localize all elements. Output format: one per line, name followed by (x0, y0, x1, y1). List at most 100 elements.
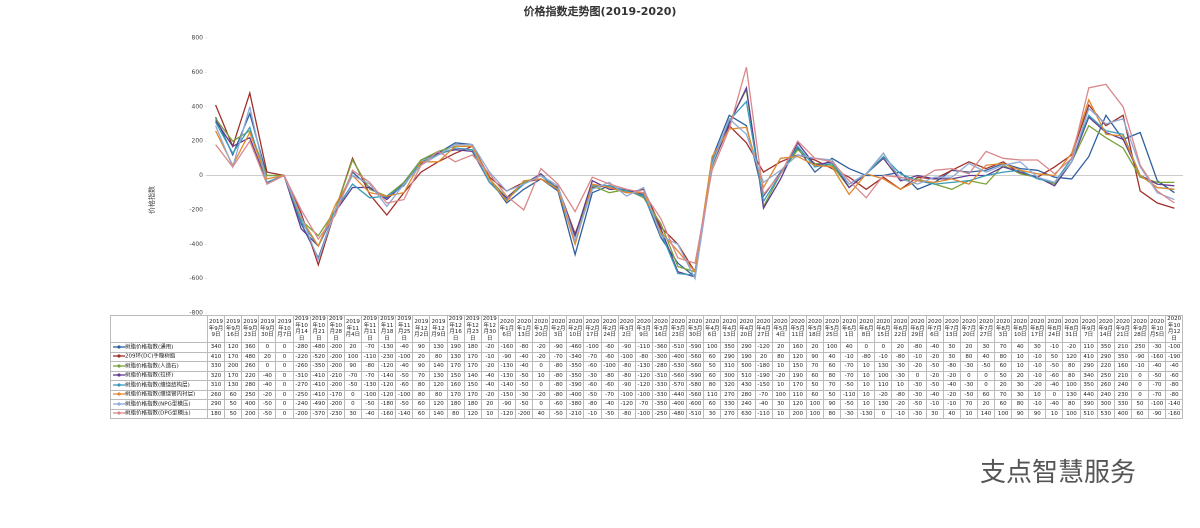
category-label: 2020年7月27日 (976, 315, 996, 343)
table-value: -60 (1045, 370, 1064, 381)
table-value: 50 (1130, 399, 1150, 410)
category-label: 2020年7月20日 (959, 315, 978, 343)
table-value: -20 (532, 342, 551, 353)
category-label: 2019年10月28日 (326, 315, 345, 343)
table-value: -90 (497, 399, 516, 410)
table-value: -200 (326, 399, 345, 410)
category-label: 2020年8月10日 (1011, 315, 1030, 343)
table-value: -370 (309, 408, 328, 419)
legend-label: 树脂价格指数(DPG型模压) (125, 410, 191, 417)
table-value: 300 (720, 370, 739, 381)
table-value: 0 (275, 389, 294, 400)
category-label: 2020年1月6日 (497, 315, 516, 343)
y-tick-label: 800 (192, 35, 204, 42)
table-value: -70 (1148, 380, 1167, 391)
table-value: 20 (480, 399, 499, 410)
table-value: 30 (942, 342, 961, 353)
category-label: 2020年9月28日 (1130, 315, 1150, 343)
table-value: 120 (463, 408, 482, 419)
legend-cell: 树脂价格指数(通用) (110, 342, 208, 353)
table-value: -270 (292, 380, 311, 391)
table-value: 40 (942, 408, 961, 419)
table-value: 10 (771, 408, 790, 419)
category-label: 2020年5月11日 (788, 315, 807, 343)
data-table: 2019年9月9日 2019年9月16日 2019年9月23日 2019年9月30日 2… (110, 315, 1184, 419)
table-value: -50 (549, 408, 568, 419)
table-value: 10 (480, 408, 499, 419)
table-value: -20 (480, 361, 499, 372)
table-value: -50 (1045, 361, 1064, 372)
table-value: -30 (583, 370, 602, 381)
table-value: -60 (600, 351, 619, 362)
y-tick-label: 600 (192, 69, 204, 76)
category-label: 2020年10月5日 (1148, 315, 1167, 343)
legend-cell: 树脂价格指数(拉挤) (110, 370, 208, 381)
table-value: -100 (1165, 342, 1184, 353)
table-value: -20 (480, 342, 499, 353)
table-value: 130 (1062, 389, 1081, 400)
table-value: -100 (395, 351, 414, 362)
table-value: -50 (514, 380, 534, 391)
table-value: 60 (976, 389, 996, 400)
table-value: 220 (241, 370, 260, 381)
table-value: -50 (840, 399, 859, 410)
table-value: -130 (857, 408, 876, 419)
table-value: -80 (1165, 380, 1184, 391)
legend-marker (117, 392, 121, 396)
table-value: 80 (1062, 370, 1081, 381)
category-label: 2019年10月7日 (275, 315, 294, 343)
table-value: 120 (429, 380, 448, 391)
table-value: -30 (959, 361, 978, 372)
category-label: 2020年7月13日 (942, 315, 961, 343)
table-value: -20 (480, 389, 499, 400)
table-value: 140 (976, 408, 996, 419)
category-label: 2019年10月21日 (309, 315, 328, 343)
table-value: 20 (771, 342, 790, 353)
table-value: -330 (651, 380, 670, 391)
table-value: -40 (514, 361, 534, 372)
table-value: 350 (720, 342, 739, 353)
table-value: 410 (1079, 351, 1098, 362)
table-value: -240 (292, 399, 311, 410)
table-value: 30 (343, 408, 362, 419)
table-value: 0 (1130, 380, 1150, 391)
table-value: -80 (908, 342, 927, 353)
legend-marker (117, 373, 121, 377)
table-value: -50 (1148, 370, 1167, 381)
table-value: 100 (874, 370, 893, 381)
table-value: -130 (634, 361, 653, 372)
table-value: 60 (703, 370, 722, 381)
table-value: -40 (925, 389, 944, 400)
table-value: -230 (326, 408, 345, 419)
table-value: 20 (891, 342, 910, 353)
table-value: 100 (703, 342, 722, 353)
table-value: 260 (1096, 380, 1115, 391)
table-value: -20 (874, 389, 893, 400)
table-value: -40 (395, 342, 414, 353)
table-value: -70 (343, 370, 362, 381)
table-value: 100 (822, 342, 842, 353)
category-label: 2020年3月16日 (651, 315, 670, 343)
table-value: -100 (395, 389, 414, 400)
table-value: -80 (514, 342, 534, 353)
table-value: 280 (737, 389, 756, 400)
category-label: 2020年1月13日 (514, 315, 534, 343)
y-tick-label: -400 (189, 241, 203, 248)
table-value: 40 (1011, 342, 1030, 353)
table-value: 150 (463, 380, 482, 391)
table-value: -130 (378, 342, 397, 353)
table-value: -50 (258, 408, 277, 419)
legend-label: 树脂价格指数(缠绕管内衬层) (125, 391, 196, 398)
table-value: 20 (805, 342, 824, 353)
table-value: -30 (959, 380, 978, 391)
table-value: 320 (720, 380, 739, 391)
table-value: 20 (258, 351, 277, 362)
category-label: 2019年12月23日 (463, 315, 482, 343)
category-label: 2020年1月20日 (532, 315, 551, 343)
table-value: -60 (600, 380, 619, 391)
table-value: 100 (343, 351, 362, 362)
y-tick-label: -200 (189, 206, 203, 213)
category-label: 2020年4月20日 (737, 315, 756, 343)
